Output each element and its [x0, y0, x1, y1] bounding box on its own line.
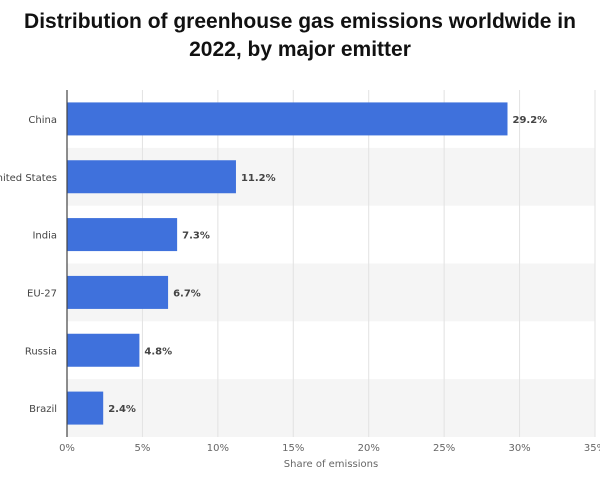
category-label: China [28, 115, 57, 126]
bar [67, 275, 169, 309]
bar-value-label: 11.2% [241, 173, 276, 184]
category-label: United States [0, 173, 57, 184]
category-label: EU-27 [27, 288, 57, 299]
x-tick-label: 20% [358, 443, 380, 454]
x-tick-labels: 0% 5% 10% 15% 20% 25% 30% 35% [59, 443, 600, 454]
row-band [67, 379, 595, 437]
x-tick-label: 15% [282, 443, 304, 454]
x-tick-label: 10% [207, 443, 229, 454]
bar-value-label: 4.8% [144, 346, 172, 357]
grid-lines [141, 90, 596, 437]
bar [67, 160, 236, 194]
chart-title: Distribution of greenhouse gas emissions… [24, 10, 576, 61]
x-tick-label: 0% [59, 443, 75, 454]
bar [67, 391, 104, 425]
bar-value-label: 29.2% [513, 115, 548, 126]
x-tick-label: 5% [134, 443, 150, 454]
category-label: Brazil [29, 404, 57, 415]
bars: 29.2% 11.2% 7.3% 6.7% 4.8% 2.4% [67, 102, 548, 425]
bar-value-label: 6.7% [173, 288, 201, 299]
x-tick-label: 25% [433, 443, 455, 454]
x-tick-label: 35% [584, 443, 600, 454]
x-axis-title: Share of emissions [284, 459, 378, 470]
bar-value-label: 7.3% [182, 231, 210, 242]
bar [67, 102, 508, 136]
bar [67, 333, 140, 367]
bar-value-label: 2.4% [108, 404, 136, 415]
row-bands [67, 147, 595, 437]
category-label: Russia [25, 346, 57, 357]
x-tick-label: 30% [508, 443, 530, 454]
bar [67, 218, 178, 252]
category-label: India [32, 231, 57, 242]
category-labels: China United States India EU-27 Russia Brazil [0, 115, 57, 415]
